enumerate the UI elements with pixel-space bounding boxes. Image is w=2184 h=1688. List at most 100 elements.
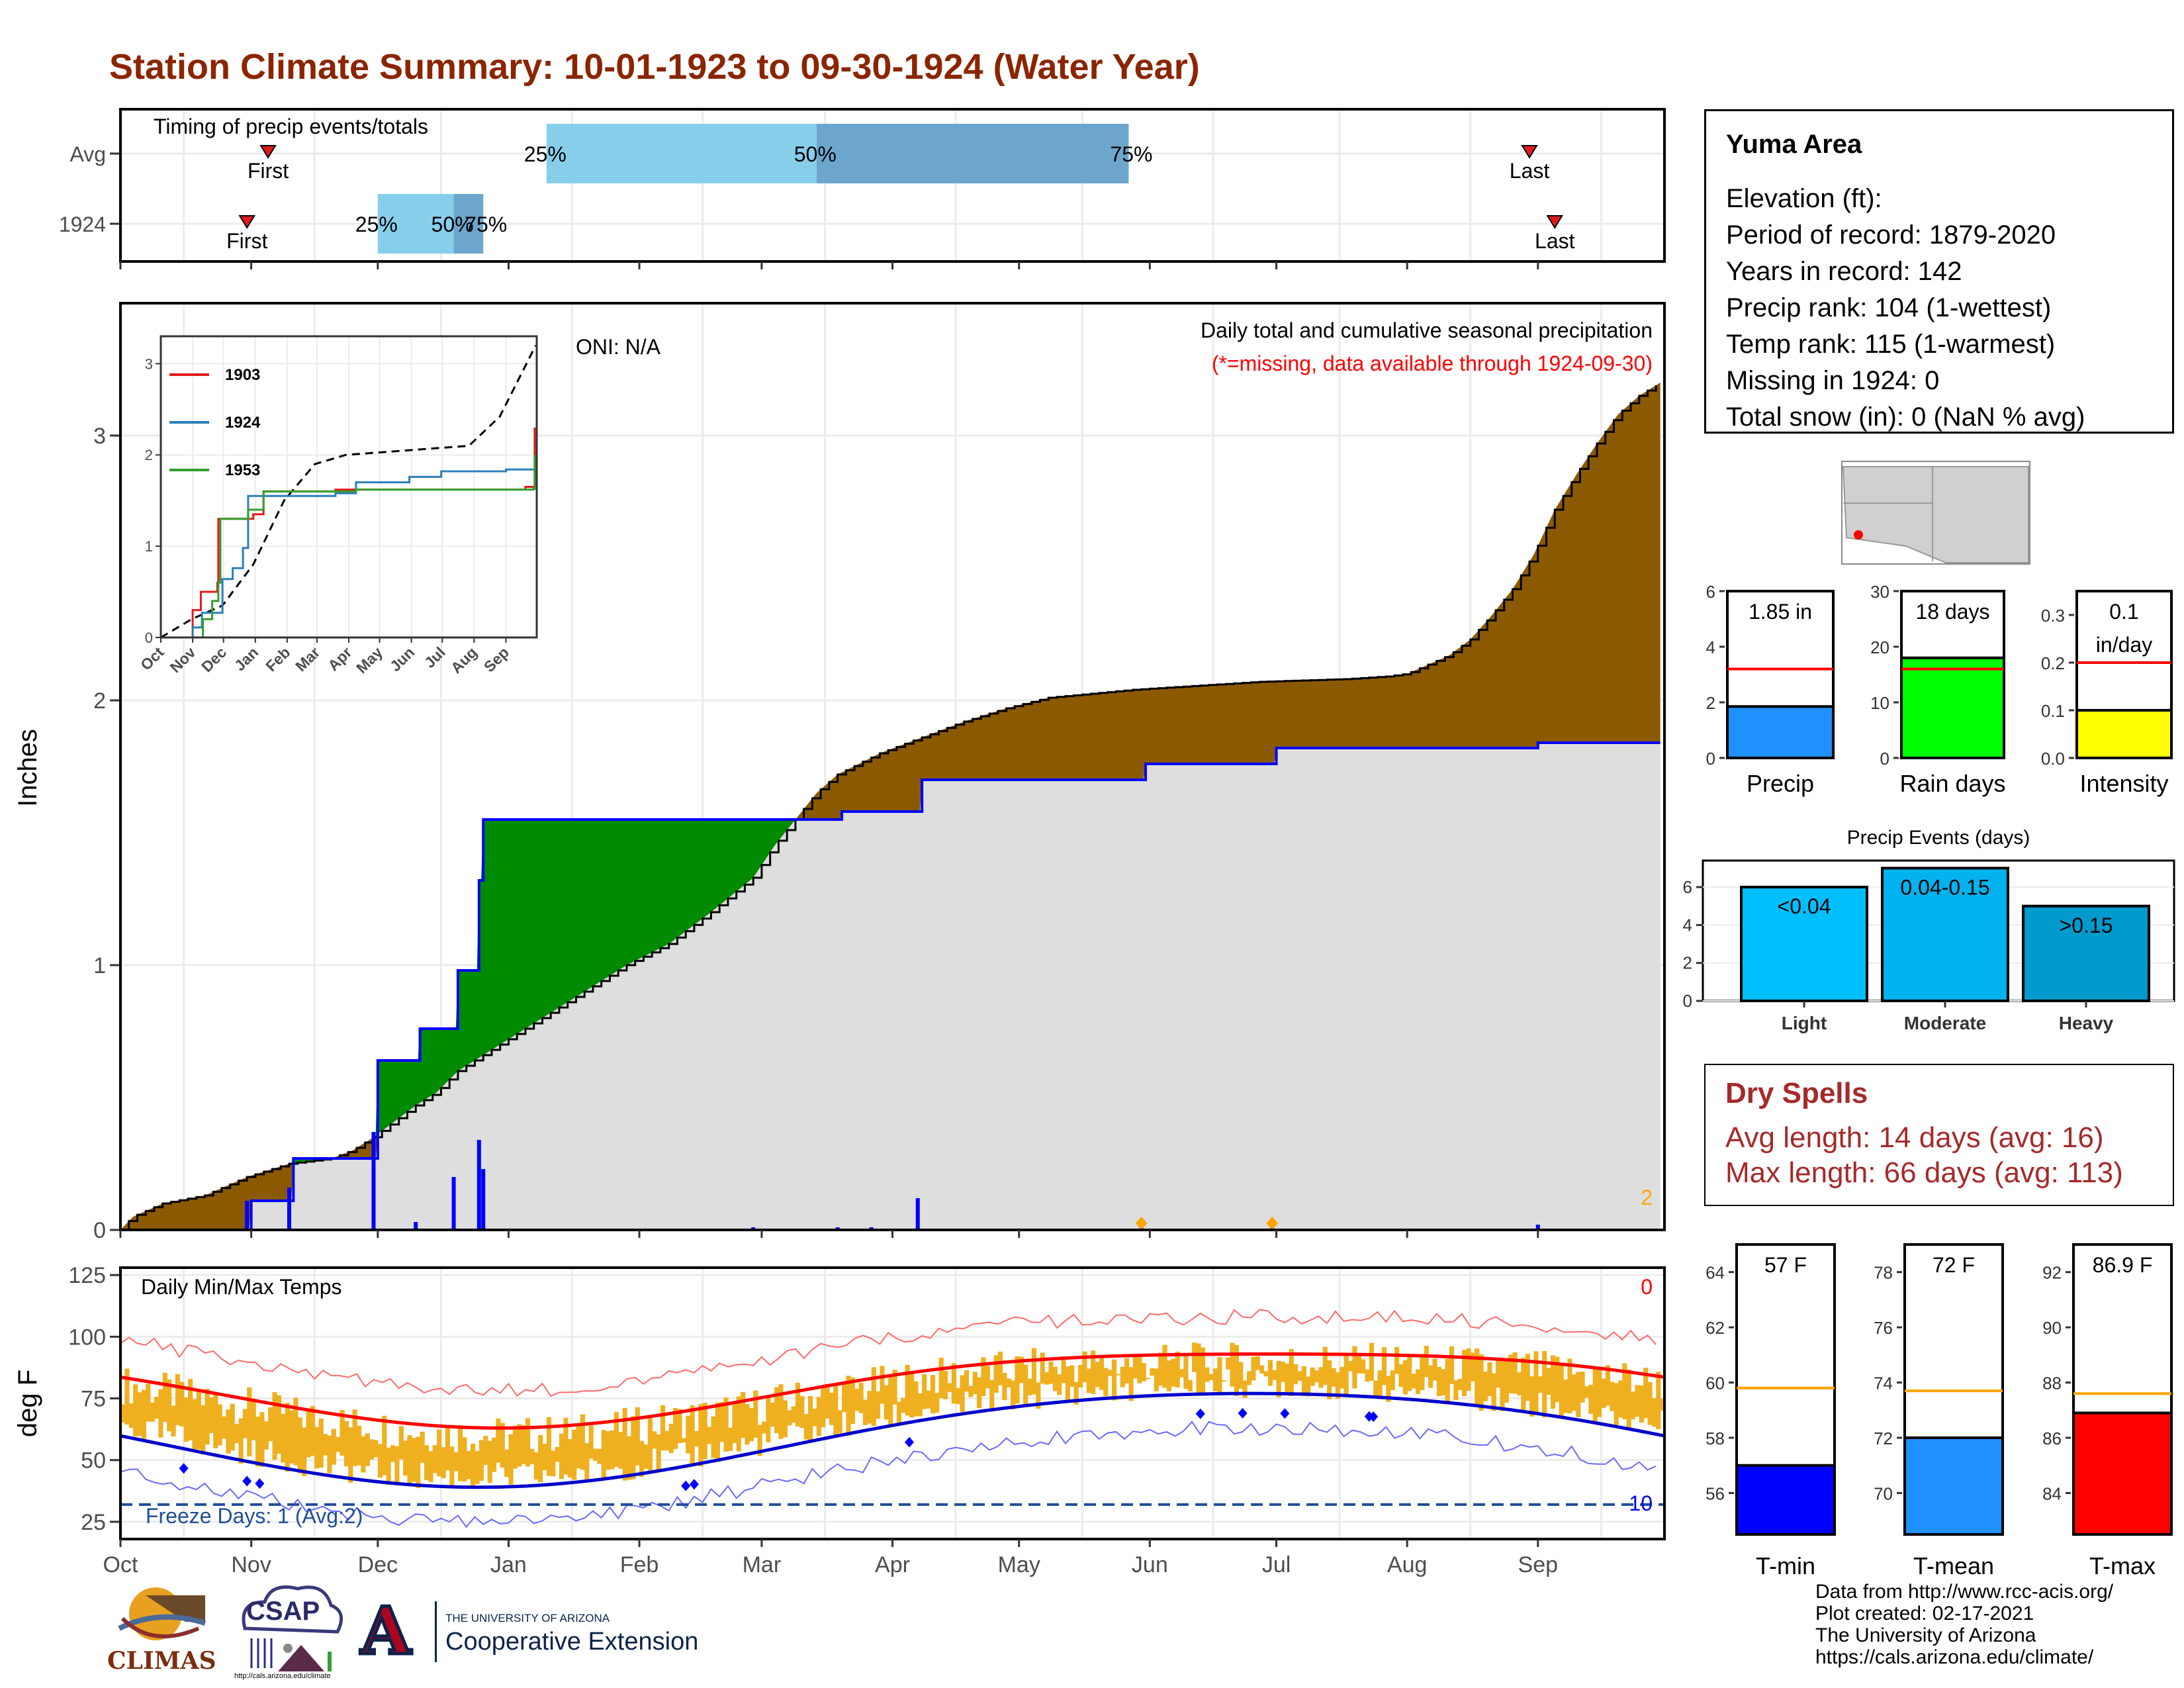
freeze-days-label: Freeze Days: 1 (Avg:2) [146, 1504, 363, 1528]
daily-temp-bar [842, 1382, 847, 1412]
daily-temp-bar [1529, 1376, 1535, 1417]
daily-temp-bar [732, 1401, 737, 1444]
daily-temp-bar [1512, 1352, 1518, 1394]
daily-temp-bar [1306, 1376, 1311, 1397]
daily-temp-bar [880, 1366, 885, 1404]
daily-temp-bar [1221, 1380, 1226, 1382]
footer-line: https://cals.arizona.edu/climate/ [1815, 1646, 2094, 1668]
daily-temp-bar [1285, 1363, 1290, 1393]
daily-temp-bar [1023, 1364, 1028, 1405]
footer-line: Plot created: 02-17-2021 [1815, 1603, 2034, 1624]
station-name: Yuma Area [1726, 130, 1862, 159]
daily-temp-bar [711, 1416, 716, 1458]
daily-temp-bar [1420, 1354, 1425, 1390]
record-low-marker [1280, 1408, 1290, 1419]
daily-temp-bar [1095, 1362, 1100, 1387]
daily-temp-bar [437, 1429, 442, 1477]
daily-precip-bar [371, 1132, 376, 1230]
month-axis-label: Oct [103, 1552, 138, 1577]
daily-temp-bar [1073, 1382, 1079, 1405]
daily-temp-bar [850, 1377, 855, 1425]
daily-temp-bar [905, 1364, 910, 1416]
summary-value-label: 86.9 F [2093, 1253, 2153, 1277]
station-period: Period of record: 1879-2020 [1726, 220, 2056, 250]
daily-temp-bar [1398, 1364, 1404, 1387]
summary-y-tick-label: 60 [1706, 1374, 1725, 1393]
daily-temp-bar [1571, 1374, 1576, 1411]
daily-temp-bar [787, 1410, 792, 1426]
daily-temp-bar [533, 1452, 539, 1480]
month-axis-label: Feb [620, 1552, 659, 1577]
daily-temp-bar [390, 1445, 396, 1462]
daily-temp-bar [208, 1397, 214, 1433]
daily-temp-bar [1187, 1380, 1193, 1391]
precip-event-value-label: 0.04-0.15 [1900, 875, 1989, 899]
summary-y-tick-label: 0.3 [2041, 606, 2065, 626]
daily-temp-bar [876, 1391, 881, 1419]
daily-temp-bar [1390, 1370, 1395, 1390]
daily-temp-bar [521, 1425, 526, 1464]
temp-y-tick-label: 50 [81, 1448, 106, 1474]
daily-temp-bar [1533, 1351, 1539, 1414]
precip-events-y-tick-label: 4 [1683, 915, 1692, 935]
daily-temp-bar [314, 1427, 320, 1469]
daily-temp-bar [1424, 1346, 1429, 1378]
daily-temp-bar [1242, 1380, 1248, 1398]
station-precip-rank: Precip rank: 104 (1-wettest) [1726, 293, 2052, 322]
daily-temp-bar [1267, 1360, 1273, 1386]
daily-temp-bar [862, 1399, 868, 1425]
daily-temp-bar [1537, 1376, 1543, 1393]
daily-temp-bar [884, 1385, 889, 1420]
month-axis-label: Aug [1387, 1552, 1428, 1577]
quartile-box-50-75 [453, 194, 484, 254]
daily-temp-bar [647, 1415, 653, 1473]
daily-temp-bar [1052, 1366, 1058, 1391]
daily-temp-bar [221, 1416, 227, 1439]
daily-temp-bar [416, 1436, 421, 1489]
summary-category-label: T-min [1756, 1552, 1815, 1579]
precip-obs-cumulative-line [120, 741, 1661, 1231]
station-years: Years in record: 142 [1726, 257, 1962, 286]
record-low-marker [1195, 1408, 1205, 1419]
inset-legend-label: 1924 [225, 414, 261, 432]
precip-corner-label: 2 [1641, 1186, 1653, 1209]
daily-temp-bar [175, 1374, 181, 1425]
summary-y-tick-label: 76 [1874, 1318, 1893, 1338]
daily-temp-bar [352, 1409, 357, 1466]
summary-y-tick-label: 4 [1706, 637, 1715, 657]
daily-temp-bar [445, 1426, 450, 1471]
daily-temp-bar [1183, 1356, 1189, 1389]
daily-precip-bar [451, 1177, 456, 1230]
daily-temp-bar [1631, 1391, 1636, 1419]
daily-temp-bar [1491, 1373, 1496, 1411]
daily-temp-bar [1428, 1365, 1433, 1388]
daily-temp-bar [854, 1388, 860, 1411]
daily-temp-bar [1154, 1368, 1159, 1391]
daily-temp-bar [778, 1384, 784, 1439]
daily-temp-bar [394, 1446, 400, 1483]
summary-category-label: Precip [1747, 770, 1814, 797]
month-axis-label: Nov [231, 1552, 271, 1577]
daily-temp-bar [888, 1375, 893, 1425]
daily-temp-bar [981, 1357, 986, 1397]
precip-event-category-label: Heavy [2059, 1013, 2114, 1033]
daily-temp-bar [761, 1421, 767, 1434]
daily-temp-bar [656, 1434, 661, 1472]
daily-temp-bar [1466, 1348, 1471, 1391]
daily-temp-bar [635, 1407, 640, 1466]
quartile-label: 50% [432, 212, 474, 236]
daily-temp-bar [382, 1415, 387, 1476]
footer-line: Data from http://www.rcc-acis.org/ [1815, 1581, 2114, 1603]
daily-temp-bar [1643, 1368, 1649, 1419]
daily-temp-bar [951, 1363, 956, 1404]
daily-temp-bar [475, 1451, 480, 1484]
temp-y-axis-label: deg F [13, 1370, 42, 1437]
daily-temp-bar [508, 1434, 514, 1485]
daily-temp-bar [580, 1414, 585, 1470]
daily-temp-bar [546, 1417, 551, 1476]
quartile-label: 75% [465, 212, 507, 236]
daily-temp-bar [736, 1396, 741, 1452]
daily-temp-bar [128, 1403, 134, 1429]
summary-y-tick-label: 0 [1880, 749, 1889, 769]
daily-temp-bar [901, 1397, 906, 1413]
